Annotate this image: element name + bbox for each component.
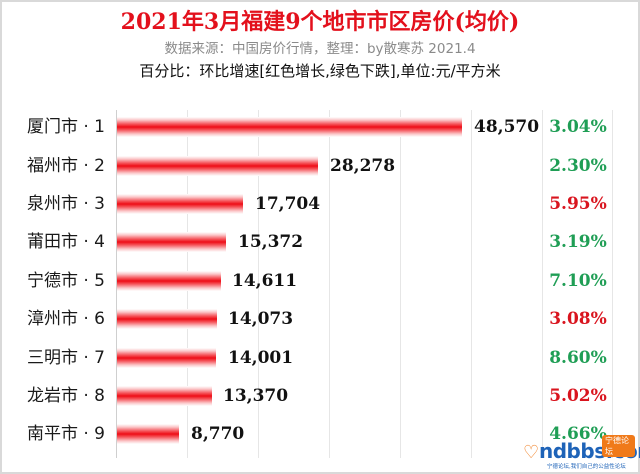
gridline xyxy=(542,110,543,458)
category-label: 龙岩市 · 8 xyxy=(26,386,105,406)
bar-row: 三明市 · 7 14,001 8.60% xyxy=(0,343,640,373)
value-label: 13,370 xyxy=(223,386,289,406)
watermark-subtext: 宁德论坛,我们自己的公益性论坛 xyxy=(547,464,626,470)
bar-row: 南平市 · 9 8,770 4.66% xyxy=(0,419,640,449)
pct-label: 3.04% xyxy=(549,117,607,137)
bar xyxy=(117,156,318,176)
pct-label: 8.60% xyxy=(549,348,607,368)
pct-label: 3.19% xyxy=(549,232,607,252)
bar-row: 泉州市 · 3 17,704 5.95% xyxy=(0,189,640,219)
y-axis-line xyxy=(116,110,117,458)
value-label: 48,570 xyxy=(474,117,540,137)
pct-label: 4.66% xyxy=(549,424,607,444)
category-label: 宁德市 · 5 xyxy=(26,271,105,291)
bar xyxy=(117,309,217,329)
category-label: 三明市 · 7 xyxy=(26,348,105,368)
bar-row: 福州市 · 2 28,278 2.30% xyxy=(0,151,640,181)
bar xyxy=(117,271,221,291)
bar-row: 莆田市 · 4 15,372 3.19% xyxy=(0,227,640,257)
pct-label: 3.08% xyxy=(549,309,607,329)
bar xyxy=(117,386,212,406)
chart-title: 2021年3月福建9个地市市区房价(均价) xyxy=(120,9,520,35)
category-label: 福州市 · 2 xyxy=(26,156,105,176)
gridline xyxy=(400,110,401,458)
pct-label: 2.30% xyxy=(549,156,607,176)
category-label: 漳州市 · 6 xyxy=(26,309,105,329)
bar xyxy=(117,348,216,368)
bar-row: 宁德市 · 5 14,611 7.10% xyxy=(0,266,640,296)
value-label: 8,770 xyxy=(191,424,245,444)
category-label: 泉州市 · 3 xyxy=(26,194,105,214)
bar-row: 漳州市 · 6 14,073 3.08% xyxy=(0,304,640,334)
category-label: 莆田市 · 4 xyxy=(26,232,105,252)
value-label: 17,704 xyxy=(255,194,321,214)
bar xyxy=(117,232,226,252)
category-label: 厦门市 · 1 xyxy=(26,117,105,137)
chart-subtitle: 数据来源：中国房价行情，整理：by散寒苏 2021.4 xyxy=(164,41,476,57)
bar-row: 龙岩市 · 8 13,370 5.02% xyxy=(0,381,640,411)
heart-logo-icon: ♡ xyxy=(523,442,540,463)
value-label: 28,278 xyxy=(330,156,396,176)
bar xyxy=(117,424,179,444)
gridline xyxy=(612,110,613,458)
watermark-badge: 宁德论坛 xyxy=(602,435,635,457)
watermark: ♡ ndbbs.com 宁德论坛 宁德论坛,我们自己的公益性论坛 xyxy=(523,435,640,471)
gridline xyxy=(471,110,472,458)
gridline xyxy=(258,110,259,458)
category-label: 南平市 · 9 xyxy=(26,424,105,444)
pct-label: 5.02% xyxy=(549,386,607,406)
bar-row: 厦门市 · 1 48,570 3.04% xyxy=(0,112,640,142)
value-label: 15,372 xyxy=(238,232,304,252)
gridline xyxy=(329,110,330,458)
bar xyxy=(117,117,462,137)
value-label: 14,001 xyxy=(228,348,294,368)
bar xyxy=(117,194,243,214)
pct-label: 5.95% xyxy=(549,194,607,214)
pct-label: 7.10% xyxy=(549,271,607,291)
chart-note: 百分比：环比增速[红色增长,绿色下跌],单位:元/平方米 xyxy=(139,62,501,80)
value-label: 14,073 xyxy=(228,309,294,329)
value-label: 14,611 xyxy=(232,271,298,291)
